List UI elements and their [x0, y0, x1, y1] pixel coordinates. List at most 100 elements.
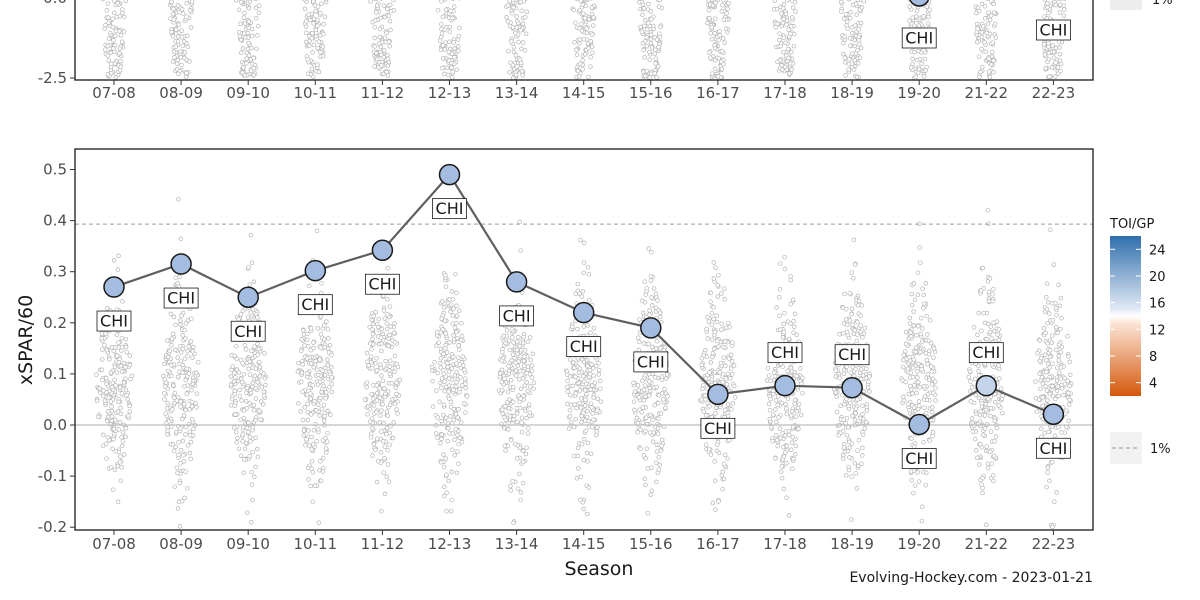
- league-player-dot: [461, 401, 467, 406]
- league-player-dot: [249, 520, 254, 525]
- league-player-dot: [585, 459, 590, 464]
- league-player-dot: [856, 27, 861, 32]
- league-player-dot: [586, 271, 592, 277]
- league-player-dot: [384, 69, 389, 75]
- league-player-dot: [1051, 55, 1057, 60]
- league-player-dot: [161, 373, 166, 379]
- league-player-dot: [251, 279, 257, 285]
- league-player-dot: [325, 430, 330, 436]
- league-player-dot: [311, 345, 316, 351]
- league-player-dot: [847, 36, 853, 41]
- league-player-dot: [837, 375, 842, 381]
- league-player-dot: [255, 33, 260, 38]
- league-player-dot: [178, 55, 184, 60]
- league-player-dot: [370, 453, 375, 458]
- league-player-dot: [255, 352, 260, 357]
- league-player-dot: [652, 375, 658, 380]
- league-player-dot: [112, 10, 117, 16]
- league-player-dot: [517, 377, 522, 382]
- league-player-dot: [106, 36, 112, 41]
- league-player-dot: [187, 450, 193, 456]
- league-player-dot: [968, 379, 973, 384]
- league-player-dot: [596, 368, 602, 373]
- league-player-dot: [565, 384, 570, 390]
- league-player-dot: [649, 45, 655, 50]
- league-player-dot: [777, 58, 783, 63]
- league-player-dot: [254, 46, 259, 51]
- league-player-dot: [915, 270, 921, 275]
- league-player-dot: [1056, 282, 1061, 288]
- league-player-dot: [499, 358, 505, 363]
- league-player-dot: [656, 454, 662, 460]
- league-player-dot: [851, 237, 857, 243]
- league-player-dot: [109, 384, 115, 390]
- league-player-dot: [712, 459, 717, 464]
- league-player-dot: [385, 447, 390, 453]
- league-player-dot: [654, 37, 660, 42]
- league-player-dot: [915, 292, 921, 298]
- league-player-dot: [229, 396, 235, 402]
- league-player-dot: [236, 446, 242, 451]
- league-player-dot: [634, 415, 640, 421]
- league-player-dot: [514, 25, 520, 30]
- league-player-dot: [119, 391, 125, 396]
- league-player-dot: [180, 346, 185, 352]
- league-player-dot: [308, 361, 314, 366]
- league-player-dot: [986, 396, 991, 401]
- league-player-dot: [571, 424, 577, 430]
- league-player-dot: [581, 457, 587, 463]
- league-player-dot: [168, 311, 174, 317]
- league-player-dot: [855, 61, 861, 66]
- league-player-dot: [927, 318, 933, 323]
- league-player-dot: [788, 413, 794, 418]
- top-x-tick-label: 12-13: [428, 84, 472, 102]
- league-player-dot: [647, 430, 653, 435]
- league-player-dot: [643, 428, 648, 434]
- league-player-dot: [195, 360, 201, 365]
- league-player-dot: [711, 346, 717, 351]
- league-player-dot: [114, 353, 120, 358]
- league-player-dot: [181, 39, 187, 44]
- league-player-dot: [506, 371, 512, 377]
- league-player-dot: [517, 471, 522, 477]
- league-player-dot: [439, 0, 444, 4]
- league-player-dot: [986, 56, 991, 61]
- league-player-dot: [918, 331, 924, 337]
- league-player-dot: [930, 430, 936, 435]
- league-player-dot: [1053, 45, 1059, 51]
- league-player-dot: [720, 469, 725, 475]
- league-player-dot: [986, 289, 992, 295]
- league-player-dot: [384, 409, 390, 414]
- league-player-dot: [368, 0, 373, 4]
- league-player-dot: [771, 388, 776, 394]
- league-player-dot: [851, 331, 857, 337]
- league-player-dot: [982, 426, 988, 431]
- league-player-dot: [703, 413, 709, 418]
- league-player-dot: [591, 417, 596, 422]
- league-player-dot: [984, 444, 989, 449]
- league-player-dot: [324, 0, 329, 2]
- league-player-dot: [912, 383, 917, 388]
- league-player-dot: [454, 329, 459, 335]
- league-player-dot: [317, 413, 323, 418]
- league-player-dot: [187, 407, 192, 412]
- league-player-dot: [919, 367, 924, 372]
- league-player-dot: [792, 311, 798, 317]
- league-player-dot: [517, 445, 523, 451]
- league-player-dot: [258, 369, 264, 374]
- league-player-dot: [305, 417, 311, 423]
- league-player-dot: [513, 360, 518, 366]
- league-player-dot: [442, 379, 448, 384]
- league-player-dot: [183, 407, 188, 413]
- league-player-dot: [253, 396, 259, 401]
- league-player-dot: [783, 11, 789, 17]
- league-player-dot: [1053, 2, 1058, 8]
- league-player-dot: [909, 436, 914, 441]
- league-player-dot: [235, 435, 240, 441]
- league-player-dot: [716, 499, 721, 504]
- league-player-dot: [175, 355, 180, 360]
- league-player-dot: [574, 52, 580, 58]
- league-player-dot: [582, 418, 588, 423]
- league-player-dot: [722, 339, 728, 344]
- league-player-dot: [661, 397, 666, 402]
